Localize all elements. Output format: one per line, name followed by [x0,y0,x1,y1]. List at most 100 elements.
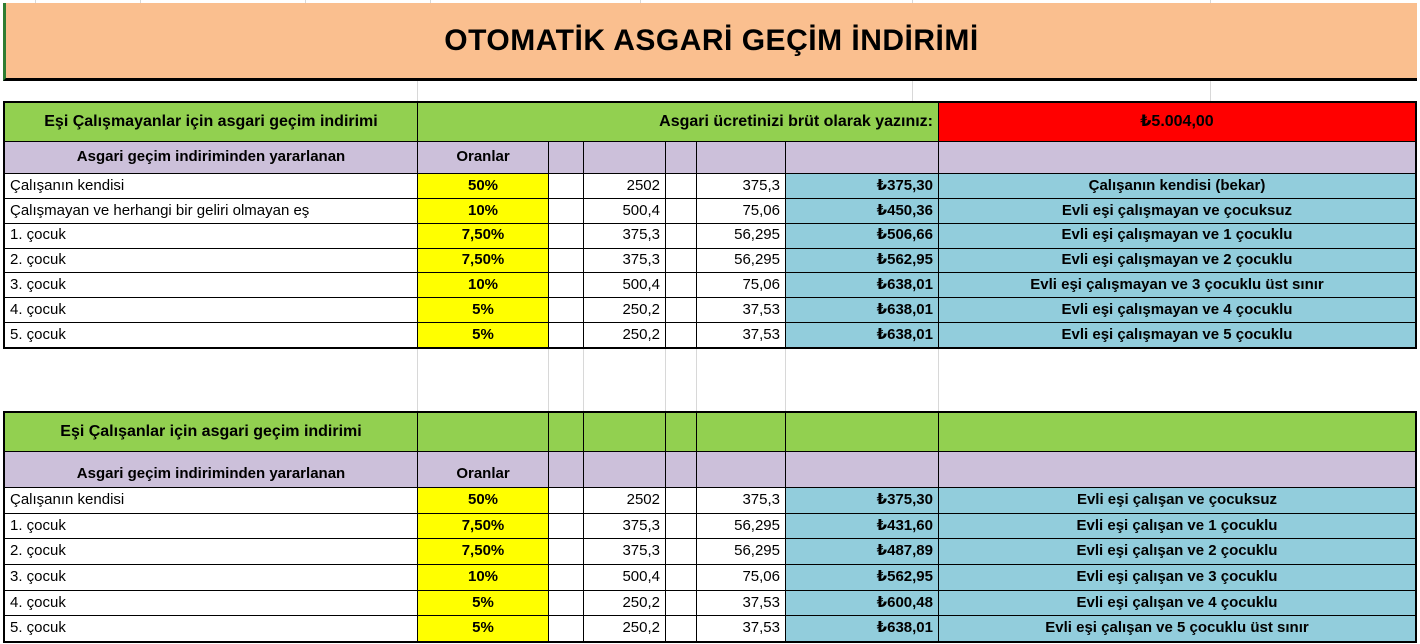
beneficiary-label-cell: 2. çocuk [5,539,417,564]
total-amount-cell: ₺638,01 [786,298,938,323]
column-header-empty [939,452,1415,487]
beneficiary-label-cell: 1. çocuk [5,513,417,539]
green-empty-cell [549,413,583,451]
column-header-empty [786,452,938,487]
description-cell: Evli eşi çalışan ve 3 çocuklu [939,564,1415,590]
gross-salary-input-cell[interactable]: ₺5.004,00 [939,103,1415,141]
rate-cell[interactable]: 5% [418,590,548,616]
total-amount-cell: ₺375,30 [786,488,938,513]
total-amount-cell: ₺562,95 [786,564,938,590]
description-cell: Çalışanın kendisi (bekar) [939,174,1415,198]
description-cell: Evli eşi çalışmayan ve çocuksuz [939,198,1415,223]
beneficiary-label-cell: 1. çocuk [5,223,417,248]
spacer-cell [549,564,583,590]
base-amount-cell: 500,4 [584,273,665,298]
table-spouse-not-working: Eşi Çalışmayanlar için asgari geçim indi… [3,101,1417,349]
green-empty-cell [939,413,1415,451]
spacer-cell [666,513,696,539]
green-empty-cell [697,413,785,451]
description-cell: Evli eşi çalışmayan ve 5 çocuklu [939,323,1415,347]
calc-amount-cell: 37,53 [697,590,785,616]
column-header-rates: Oranlar [418,452,548,487]
beneficiary-label-cell: 3. çocuk [5,564,417,590]
rate-cell[interactable]: 5% [418,616,548,641]
rate-cell[interactable]: 7,50% [418,539,548,564]
rate-cell[interactable]: 10% [418,198,548,223]
column-header-empty [666,452,696,487]
calc-amount-cell: 37,53 [697,298,785,323]
rate-cell[interactable]: 7,50% [418,248,548,273]
rate-cell[interactable]: 10% [418,273,548,298]
spacer-cell [666,488,696,513]
spacer-cell [549,323,583,347]
spacer-cell [666,174,696,198]
base-amount-cell: 2502 [584,488,665,513]
total-amount-cell: ₺562,95 [786,248,938,273]
base-amount-cell: 250,2 [584,590,665,616]
total-amount-cell: ₺450,36 [786,198,938,223]
total-amount-cell: ₺638,01 [786,323,938,347]
calc-amount-cell: 56,295 [697,223,785,248]
gridline [35,0,36,3]
spacer-cell [666,248,696,273]
column-header-beneficiary: Asgari geçim indiriminden yararlanan [5,452,417,487]
green-empty-cell [584,413,665,451]
green-empty-cell [786,413,938,451]
calc-amount-cell: 37,53 [697,616,785,641]
calc-amount-cell: 75,06 [697,198,785,223]
spacer-cell [549,248,583,273]
green-empty-cell [418,413,548,451]
gross-salary-prompt: Asgari ücretinizi brüt olarak yazınız: [418,103,938,141]
gridline [305,0,306,3]
spacer-cell [666,198,696,223]
section1-header: Eşi Çalışmayanlar için asgari geçim indi… [5,103,417,141]
table-spouse-working: Eşi Çalışanlar için asgari geçim indirim… [3,411,1417,643]
spacer-cell [666,323,696,347]
description-cell: Evli eşi çalışan ve çocuksuz [939,488,1415,513]
spacer-cell [549,198,583,223]
total-amount-cell: ₺487,89 [786,539,938,564]
rate-cell[interactable]: 7,50% [418,223,548,248]
description-cell: Evli eşi çalışan ve 4 çocuklu [939,590,1415,616]
rate-cell[interactable]: 5% [418,323,548,347]
spacer-cell [549,488,583,513]
gridline [640,0,641,3]
description-cell: Evli eşi çalışan ve 1 çocuklu [939,513,1415,539]
total-amount-cell: ₺600,48 [786,590,938,616]
gridline [696,349,697,411]
column-header-empty [939,142,1415,173]
spacer-cell [666,298,696,323]
total-amount-cell: ₺431,60 [786,513,938,539]
spacer-cell [549,513,583,539]
calc-amount-cell: 375,3 [697,174,785,198]
rate-cell[interactable]: 50% [418,488,548,513]
spacer-cell [549,590,583,616]
base-amount-cell: 500,4 [584,564,665,590]
base-amount-cell: 2502 [584,174,665,198]
description-cell: Evli eşi çalışmayan ve 1 çocuklu [939,223,1415,248]
gridline [417,81,418,101]
spacer-cell [666,616,696,641]
column-header-empty [666,142,696,173]
gridline [430,0,431,3]
spacer-cell [549,616,583,641]
rate-cell[interactable]: 5% [418,298,548,323]
rate-cell[interactable]: 10% [418,564,548,590]
beneficiary-label-cell: 2. çocuk [5,248,417,273]
calc-amount-cell: 75,06 [697,564,785,590]
base-amount-cell: 250,2 [584,298,665,323]
page-title: OTOMATİK ASGARİ GEÇİM İNDİRİMİ [444,23,979,57]
total-amount-cell: ₺375,30 [786,174,938,198]
spacer-cell [549,298,583,323]
calc-amount-cell: 56,295 [697,513,785,539]
description-cell: Evli eşi çalışan ve 2 çocuklu [939,539,1415,564]
description-cell: Evli eşi çalışmayan ve 3 çocuklu üst sın… [939,273,1415,298]
gridline [1210,81,1211,101]
rate-cell[interactable]: 7,50% [418,513,548,539]
rate-cell[interactable]: 50% [418,174,548,198]
spacer-cell [549,539,583,564]
calc-amount-cell: 56,295 [697,248,785,273]
description-cell: Evli eşi çalışmayan ve 2 çocuklu [939,248,1415,273]
base-amount-cell: 375,3 [584,539,665,564]
